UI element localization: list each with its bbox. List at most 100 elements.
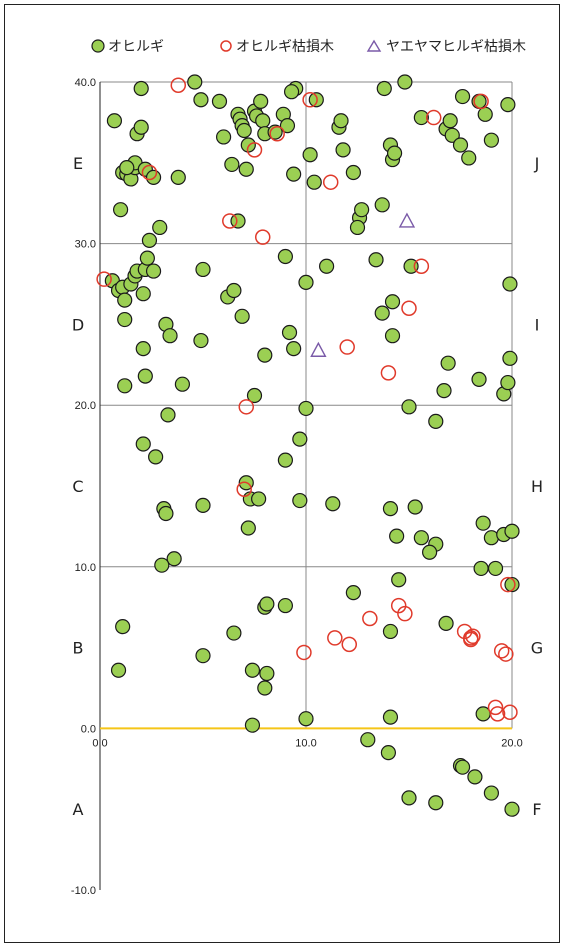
- data-point-ohirugi: [133, 119, 149, 135]
- data-point-ohirugi: [500, 374, 516, 391]
- legend-marker-hollow-circle: [220, 40, 232, 52]
- data-point-ohirugi: [360, 732, 376, 748]
- data-point-ohirugi: [442, 113, 458, 129]
- data-point-ohirugi: [244, 662, 261, 678]
- data-point-ohirugi: [319, 258, 335, 274]
- data-point-ohirugi: [240, 520, 256, 536]
- data-point-ohirugi: [154, 557, 170, 573]
- data-point-ohirugi-dead: [362, 610, 378, 627]
- data-point-ohirugi: [382, 623, 399, 640]
- data-point-ohirugi-dead: [463, 631, 479, 648]
- data-point-ohirugi: [279, 118, 296, 134]
- data-point-ohirugi: [438, 615, 454, 631]
- data-point-ohirugi: [345, 164, 361, 181]
- data-point-ohirugi: [500, 97, 516, 113]
- data-point-ohirugi-dead: [473, 93, 489, 110]
- data-point-ohirugi: [226, 282, 242, 299]
- data-point-ohirugi: [452, 137, 469, 153]
- data-point-ohirugi: [277, 597, 293, 614]
- data-point-ohirugi: [160, 407, 176, 423]
- data-point-ohirugi-dead: [322, 174, 339, 190]
- data-point-yaeyamahirugi-dead: [310, 341, 327, 357]
- data-point-ohirugi: [277, 248, 293, 265]
- data-point-ohirugi: [141, 232, 158, 248]
- data-point-ohirugi: [162, 328, 178, 344]
- data-point-ohirugi: [240, 137, 256, 153]
- data-point-ohirugi-dead: [493, 643, 510, 659]
- data-point-ohirugi: [195, 497, 211, 513]
- data-point-ohirugi-dead: [238, 399, 255, 415]
- data-point-ohirugi: [135, 341, 151, 357]
- data-point-ohirugi: [298, 274, 314, 290]
- data-point-ohirugi: [477, 106, 493, 122]
- data-point-ohirugi: [246, 387, 263, 404]
- data-point-ohirugi: [325, 496, 341, 512]
- data-point-ohirugi-dead: [489, 706, 506, 722]
- data-point-ohirugi: [389, 528, 405, 544]
- data-point-ohirugi-dead: [96, 271, 112, 287]
- data-point-ohirugi: [308, 92, 324, 108]
- data-point-ohirugi: [135, 286, 151, 302]
- section-label-left: D: [72, 315, 84, 334]
- data-point-ohirugi: [174, 376, 190, 392]
- plot-area: -10.0 0.0 10.0 20.0 30.0 40.0 0.0 10.0 20.0 A B C D E…: [71, 74, 543, 897]
- data-point-ohirugi: [195, 261, 211, 278]
- data-point-ohirugi: [333, 113, 349, 129]
- data-point-ohirugi: [306, 174, 322, 190]
- data-point-ohirugi: [397, 74, 413, 90]
- section-label-right: G: [531, 639, 543, 658]
- data-point-ohirugi: [467, 769, 483, 785]
- data-point-ohirugi: [502, 276, 518, 292]
- data-point-ohirugi: [238, 161, 254, 177]
- data-point-ohirugi: [440, 355, 456, 371]
- legend-label: オヒルギ: [108, 39, 164, 55]
- data-point-ohirugi: [292, 431, 308, 447]
- data-point-ohirugi-dead: [327, 630, 343, 646]
- data-point-ohirugi-dead: [502, 704, 518, 720]
- data-point-ohirugi: [382, 501, 399, 517]
- data-point-ohirugi-dead: [487, 699, 504, 716]
- section-label-right: F: [532, 800, 541, 819]
- data-point-ohirugi: [117, 378, 133, 394]
- data-point-ohirugi: [354, 202, 370, 218]
- data-point-ohirugi: [483, 530, 499, 546]
- section-label-right: I: [535, 315, 540, 334]
- data-point-ohirugi: [298, 400, 314, 417]
- legend-item-ohirugi: オヒルギ: [91, 39, 164, 55]
- data-point-ohirugi: [251, 491, 267, 507]
- data-point-ohirugi-dead: [141, 164, 158, 181]
- legend-label: オヒルギ枯損木: [236, 39, 334, 55]
- data-point-ohirugi: [384, 328, 401, 344]
- data-point-ohirugi-dead: [236, 481, 252, 497]
- section-label-left: A: [73, 800, 84, 819]
- data-point-ohirugi: [187, 74, 203, 90]
- data-point-ohirugi: [286, 341, 302, 357]
- data-point-ohirugi: [345, 585, 361, 601]
- data-point-ohirugi-dead: [302, 92, 318, 108]
- data-point-ohirugi-dead: [170, 77, 187, 93]
- data-point-ohirugi: [382, 709, 399, 725]
- data-point-ohirugi: [454, 759, 471, 775]
- data-point-ohirugi: [454, 88, 471, 105]
- data-point-ohirugi-dead: [413, 258, 430, 274]
- data-point-ohirugi: [236, 122, 252, 139]
- data-point-ohirugi: [401, 399, 417, 415]
- data-point-ohirugi: [487, 560, 504, 577]
- y-tick-label: 10.0: [75, 562, 96, 574]
- y-tick-label: 0.0: [81, 723, 96, 735]
- y-tick-label: 20.0: [75, 400, 96, 412]
- data-point-ohirugi: [374, 197, 390, 213]
- y-tick-label: -10.0: [71, 885, 96, 897]
- data-point-ohirugi: [428, 413, 444, 429]
- data-point-ohirugi-dead: [465, 628, 481, 645]
- data-point-ohirugi: [475, 515, 491, 531]
- data-point-ohirugi: [211, 93, 228, 109]
- legend: オヒルギ オヒルギ枯損木 ヤエヤマヒルギ枯損木: [91, 39, 526, 55]
- data-point-ohirugi: [413, 109, 429, 126]
- data-point-ohirugi: [502, 350, 518, 366]
- data-point-ohirugi: [504, 523, 520, 539]
- data-point-ohirugi: [277, 452, 293, 468]
- data-point-ohirugi: [234, 308, 250, 324]
- data-point-ohirugi: [193, 92, 209, 108]
